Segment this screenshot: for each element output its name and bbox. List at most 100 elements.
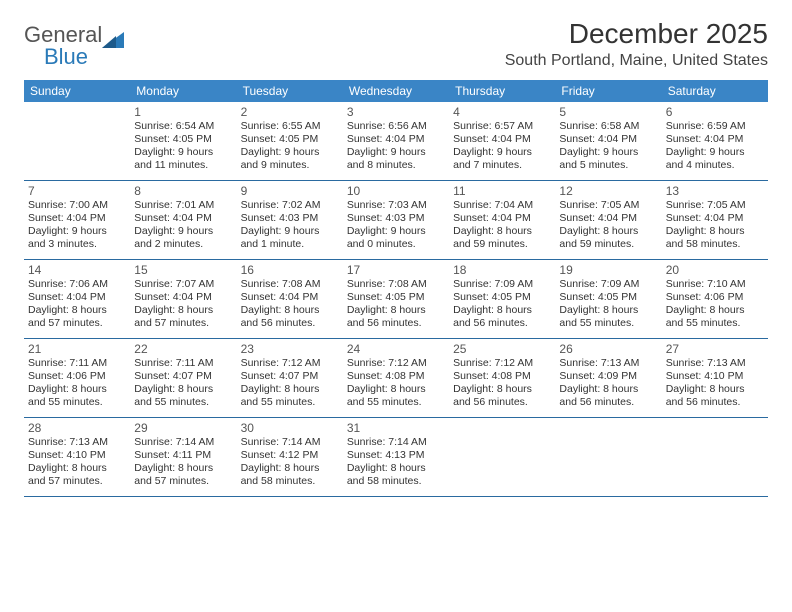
sunset-line: Sunset: 4:04 PM <box>28 291 126 304</box>
sunset-line: Sunset: 4:04 PM <box>347 133 445 146</box>
day-cell: 2Sunrise: 6:55 AMSunset: 4:05 PMDaylight… <box>237 102 343 180</box>
daylight-line: and 56 minutes. <box>241 317 339 330</box>
daylight-line: and 56 minutes. <box>666 396 764 409</box>
day-cell <box>449 418 555 496</box>
month-title: December 2025 <box>505 18 768 50</box>
daylight-line: Daylight: 8 hours <box>241 383 339 396</box>
day-number: 3 <box>347 105 445 119</box>
sunrise-line: Sunrise: 7:07 AM <box>134 278 232 291</box>
sunrise-line: Sunrise: 7:03 AM <box>347 199 445 212</box>
daylight-line: and 55 minutes. <box>347 396 445 409</box>
daylight-line: and 0 minutes. <box>347 238 445 251</box>
logo: General Blue <box>24 18 126 70</box>
day-number: 12 <box>559 184 657 198</box>
sunset-line: Sunset: 4:04 PM <box>666 133 764 146</box>
daylight-line: and 55 minutes. <box>134 396 232 409</box>
daylight-line: Daylight: 8 hours <box>453 225 551 238</box>
day-number: 21 <box>28 342 126 356</box>
header: General Blue December 2025 South Portlan… <box>24 18 768 70</box>
day-number: 25 <box>453 342 551 356</box>
day-number: 19 <box>559 263 657 277</box>
sunrise-line: Sunrise: 7:14 AM <box>134 436 232 449</box>
daylight-line: and 58 minutes. <box>347 475 445 488</box>
daylight-line: Daylight: 8 hours <box>347 304 445 317</box>
day-number: 23 <box>241 342 339 356</box>
day-cell: 8Sunrise: 7:01 AMSunset: 4:04 PMDaylight… <box>130 181 236 259</box>
day-cell: 28Sunrise: 7:13 AMSunset: 4:10 PMDayligh… <box>24 418 130 496</box>
daylight-line: Daylight: 9 hours <box>134 146 232 159</box>
sunrise-line: Sunrise: 7:11 AM <box>134 357 232 370</box>
daylight-line: Daylight: 9 hours <box>28 225 126 238</box>
sunset-line: Sunset: 4:10 PM <box>28 449 126 462</box>
day-of-week-header: SundayMondayTuesdayWednesdayThursdayFrid… <box>24 80 768 102</box>
daylight-line: and 3 minutes. <box>28 238 126 251</box>
day-number: 10 <box>347 184 445 198</box>
day-number: 5 <box>559 105 657 119</box>
daylight-line: Daylight: 9 hours <box>134 225 232 238</box>
sail-icon <box>102 30 126 48</box>
day-number: 2 <box>241 105 339 119</box>
sunset-line: Sunset: 4:04 PM <box>666 212 764 225</box>
daylight-line: and 11 minutes. <box>134 159 232 172</box>
daylight-line: and 56 minutes. <box>453 317 551 330</box>
day-cell <box>555 418 661 496</box>
sunrise-line: Sunrise: 7:00 AM <box>28 199 126 212</box>
dow-cell: Tuesday <box>237 80 343 102</box>
sunset-line: Sunset: 4:06 PM <box>28 370 126 383</box>
day-number: 7 <box>28 184 126 198</box>
sunrise-line: Sunrise: 7:05 AM <box>559 199 657 212</box>
day-cell: 27Sunrise: 7:13 AMSunset: 4:10 PMDayligh… <box>662 339 768 417</box>
daylight-line: Daylight: 9 hours <box>559 146 657 159</box>
sunset-line: Sunset: 4:13 PM <box>347 449 445 462</box>
sunrise-line: Sunrise: 6:58 AM <box>559 120 657 133</box>
day-cell: 4Sunrise: 6:57 AMSunset: 4:04 PMDaylight… <box>449 102 555 180</box>
sunrise-line: Sunrise: 7:12 AM <box>241 357 339 370</box>
daylight-line: Daylight: 9 hours <box>347 225 445 238</box>
sunset-line: Sunset: 4:10 PM <box>666 370 764 383</box>
daylight-line: Daylight: 8 hours <box>28 462 126 475</box>
sunrise-line: Sunrise: 6:55 AM <box>241 120 339 133</box>
sunset-line: Sunset: 4:07 PM <box>241 370 339 383</box>
day-cell: 14Sunrise: 7:06 AMSunset: 4:04 PMDayligh… <box>24 260 130 338</box>
daylight-line: and 57 minutes. <box>28 317 126 330</box>
daylight-line: Daylight: 8 hours <box>134 383 232 396</box>
day-number: 14 <box>28 263 126 277</box>
day-cell: 15Sunrise: 7:07 AMSunset: 4:04 PMDayligh… <box>130 260 236 338</box>
day-cell: 5Sunrise: 6:58 AMSunset: 4:04 PMDaylight… <box>555 102 661 180</box>
sunset-line: Sunset: 4:11 PM <box>134 449 232 462</box>
dow-cell: Saturday <box>662 80 768 102</box>
sunset-line: Sunset: 4:06 PM <box>666 291 764 304</box>
week-row: 14Sunrise: 7:06 AMSunset: 4:04 PMDayligh… <box>24 260 768 339</box>
dow-cell: Sunday <box>24 80 130 102</box>
daylight-line: and 4 minutes. <box>666 159 764 172</box>
daylight-line: and 56 minutes. <box>453 396 551 409</box>
day-number: 15 <box>134 263 232 277</box>
sunrise-line: Sunrise: 6:54 AM <box>134 120 232 133</box>
sunrise-line: Sunrise: 7:13 AM <box>559 357 657 370</box>
sunrise-line: Sunrise: 7:08 AM <box>241 278 339 291</box>
day-number: 29 <box>134 421 232 435</box>
daylight-line: Daylight: 9 hours <box>666 146 764 159</box>
day-cell: 7Sunrise: 7:00 AMSunset: 4:04 PMDaylight… <box>24 181 130 259</box>
sunrise-line: Sunrise: 7:09 AM <box>559 278 657 291</box>
title-block: December 2025 South Portland, Maine, Uni… <box>505 18 768 70</box>
sunset-line: Sunset: 4:05 PM <box>453 291 551 304</box>
logo-text-block: General Blue <box>24 22 126 70</box>
day-cell: 18Sunrise: 7:09 AMSunset: 4:05 PMDayligh… <box>449 260 555 338</box>
day-number: 30 <box>241 421 339 435</box>
day-number: 9 <box>241 184 339 198</box>
day-cell: 10Sunrise: 7:03 AMSunset: 4:03 PMDayligh… <box>343 181 449 259</box>
day-cell: 11Sunrise: 7:04 AMSunset: 4:04 PMDayligh… <box>449 181 555 259</box>
dow-cell: Monday <box>130 80 236 102</box>
sunrise-line: Sunrise: 7:01 AM <box>134 199 232 212</box>
daylight-line: and 58 minutes. <box>666 238 764 251</box>
day-cell: 23Sunrise: 7:12 AMSunset: 4:07 PMDayligh… <box>237 339 343 417</box>
sunrise-line: Sunrise: 7:08 AM <box>347 278 445 291</box>
day-cell: 21Sunrise: 7:11 AMSunset: 4:06 PMDayligh… <box>24 339 130 417</box>
sunrise-line: Sunrise: 7:14 AM <box>347 436 445 449</box>
daylight-line: and 55 minutes. <box>241 396 339 409</box>
day-number: 1 <box>134 105 232 119</box>
sunset-line: Sunset: 4:05 PM <box>134 133 232 146</box>
sunrise-line: Sunrise: 7:05 AM <box>666 199 764 212</box>
daylight-line: Daylight: 8 hours <box>666 225 764 238</box>
